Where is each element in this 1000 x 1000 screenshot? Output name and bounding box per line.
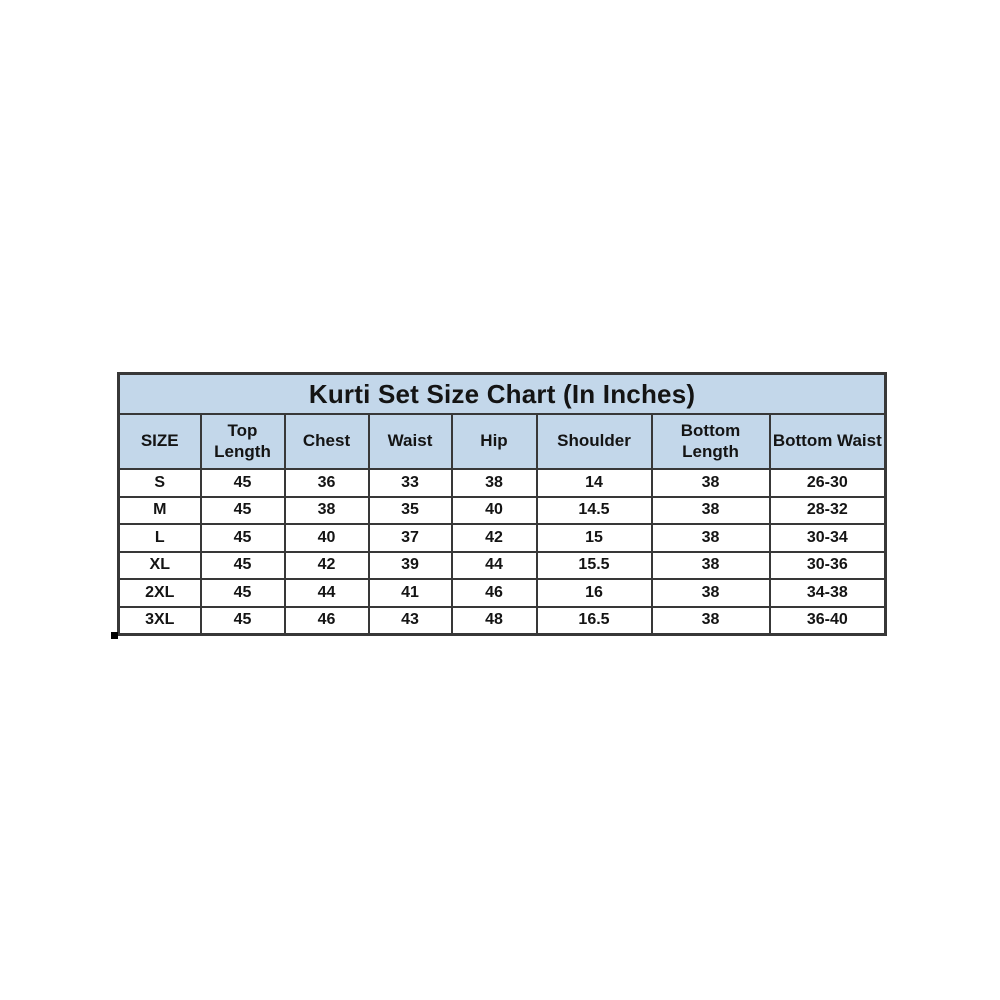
cell-bottom-waist: 26-30 bbox=[768, 468, 887, 498]
cell-chest: 44 bbox=[283, 578, 370, 608]
cell-shoulder: 14 bbox=[535, 468, 653, 498]
table-row-m: M 45 38 35 40 14.5 38 28-32 bbox=[117, 495, 887, 525]
table-row-l: L 45 40 37 42 15 38 30-34 bbox=[117, 523, 887, 553]
cell-waist: 39 bbox=[367, 550, 453, 580]
cell-waist: 35 bbox=[367, 495, 453, 525]
cell-waist: 37 bbox=[367, 523, 453, 553]
column-header-bottom-length: Bottom Length bbox=[650, 413, 771, 470]
cell-shoulder: 15 bbox=[535, 523, 653, 553]
cell-chest: 46 bbox=[283, 605, 370, 636]
cell-shoulder: 14.5 bbox=[535, 495, 653, 525]
cell-bottom-length: 38 bbox=[650, 523, 771, 553]
cell-bottom-length: 38 bbox=[650, 468, 771, 498]
cell-bottom-length: 38 bbox=[650, 605, 771, 636]
column-header-shoulder: Shoulder bbox=[535, 413, 653, 470]
column-header-top-length: Top Length bbox=[199, 413, 286, 470]
corner-anchor-mark bbox=[111, 632, 118, 639]
cell-chest: 42 bbox=[283, 550, 370, 580]
column-header-waist: Waist bbox=[367, 413, 453, 470]
cell-top-length: 45 bbox=[199, 468, 286, 498]
cell-hip: 38 bbox=[450, 468, 538, 498]
table-row-2xl: 2XL 45 44 41 46 16 38 34-38 bbox=[117, 578, 887, 608]
cell-size: M bbox=[117, 495, 202, 525]
cell-waist: 43 bbox=[367, 605, 453, 636]
column-header-size: SIZE bbox=[117, 413, 202, 470]
cell-bottom-length: 38 bbox=[650, 550, 771, 580]
cell-shoulder: 16.5 bbox=[535, 605, 653, 636]
cell-bottom-length: 38 bbox=[650, 578, 771, 608]
cell-size: 3XL bbox=[117, 605, 202, 636]
cell-hip: 42 bbox=[450, 523, 538, 553]
cell-shoulder: 16 bbox=[535, 578, 653, 608]
size-chart-container: Kurti Set Size Chart (In Inches) SIZE To… bbox=[111, 372, 888, 639]
cell-waist: 33 bbox=[367, 468, 453, 498]
cell-hip: 46 bbox=[450, 578, 538, 608]
cell-top-length: 45 bbox=[199, 495, 286, 525]
column-header-bottom-waist: Bottom Waist bbox=[768, 413, 887, 470]
column-header-chest: Chest bbox=[283, 413, 370, 470]
cell-size: S bbox=[117, 468, 202, 498]
cell-top-length: 45 bbox=[199, 550, 286, 580]
cell-chest: 36 bbox=[283, 468, 370, 498]
cell-bottom-waist: 34-38 bbox=[768, 578, 887, 608]
cell-size: XL bbox=[117, 550, 202, 580]
cell-waist: 41 bbox=[367, 578, 453, 608]
cell-hip: 48 bbox=[450, 605, 538, 636]
cell-chest: 38 bbox=[283, 495, 370, 525]
cell-size: 2XL bbox=[117, 578, 202, 608]
table-row-s: S 45 36 33 38 14 38 26-30 bbox=[117, 468, 887, 498]
cell-top-length: 45 bbox=[199, 605, 286, 636]
cell-bottom-waist: 28-32 bbox=[768, 495, 887, 525]
cell-hip: 40 bbox=[450, 495, 538, 525]
table-row-3xl: 3XL 45 46 43 48 16.5 38 36-40 bbox=[117, 605, 887, 636]
table-row-xl: XL 45 42 39 44 15.5 38 30-36 bbox=[117, 550, 887, 580]
cell-bottom-waist: 36-40 bbox=[768, 605, 887, 636]
cell-bottom-waist: 30-36 bbox=[768, 550, 887, 580]
table-header-row: SIZE Top Length Chest Waist Hip Shoulder… bbox=[117, 413, 887, 470]
size-chart-table: Kurti Set Size Chart (In Inches) SIZE To… bbox=[117, 372, 888, 636]
cell-size: L bbox=[117, 523, 202, 553]
cell-top-length: 45 bbox=[199, 578, 286, 608]
cell-hip: 44 bbox=[450, 550, 538, 580]
cell-bottom-length: 38 bbox=[650, 495, 771, 525]
chart-title: Kurti Set Size Chart (In Inches) bbox=[117, 372, 887, 415]
table-title-row: Kurti Set Size Chart (In Inches) bbox=[117, 372, 887, 415]
cell-bottom-waist: 30-34 bbox=[768, 523, 887, 553]
column-header-hip: Hip bbox=[450, 413, 538, 470]
cell-chest: 40 bbox=[283, 523, 370, 553]
cell-top-length: 45 bbox=[199, 523, 286, 553]
cell-shoulder: 15.5 bbox=[535, 550, 653, 580]
